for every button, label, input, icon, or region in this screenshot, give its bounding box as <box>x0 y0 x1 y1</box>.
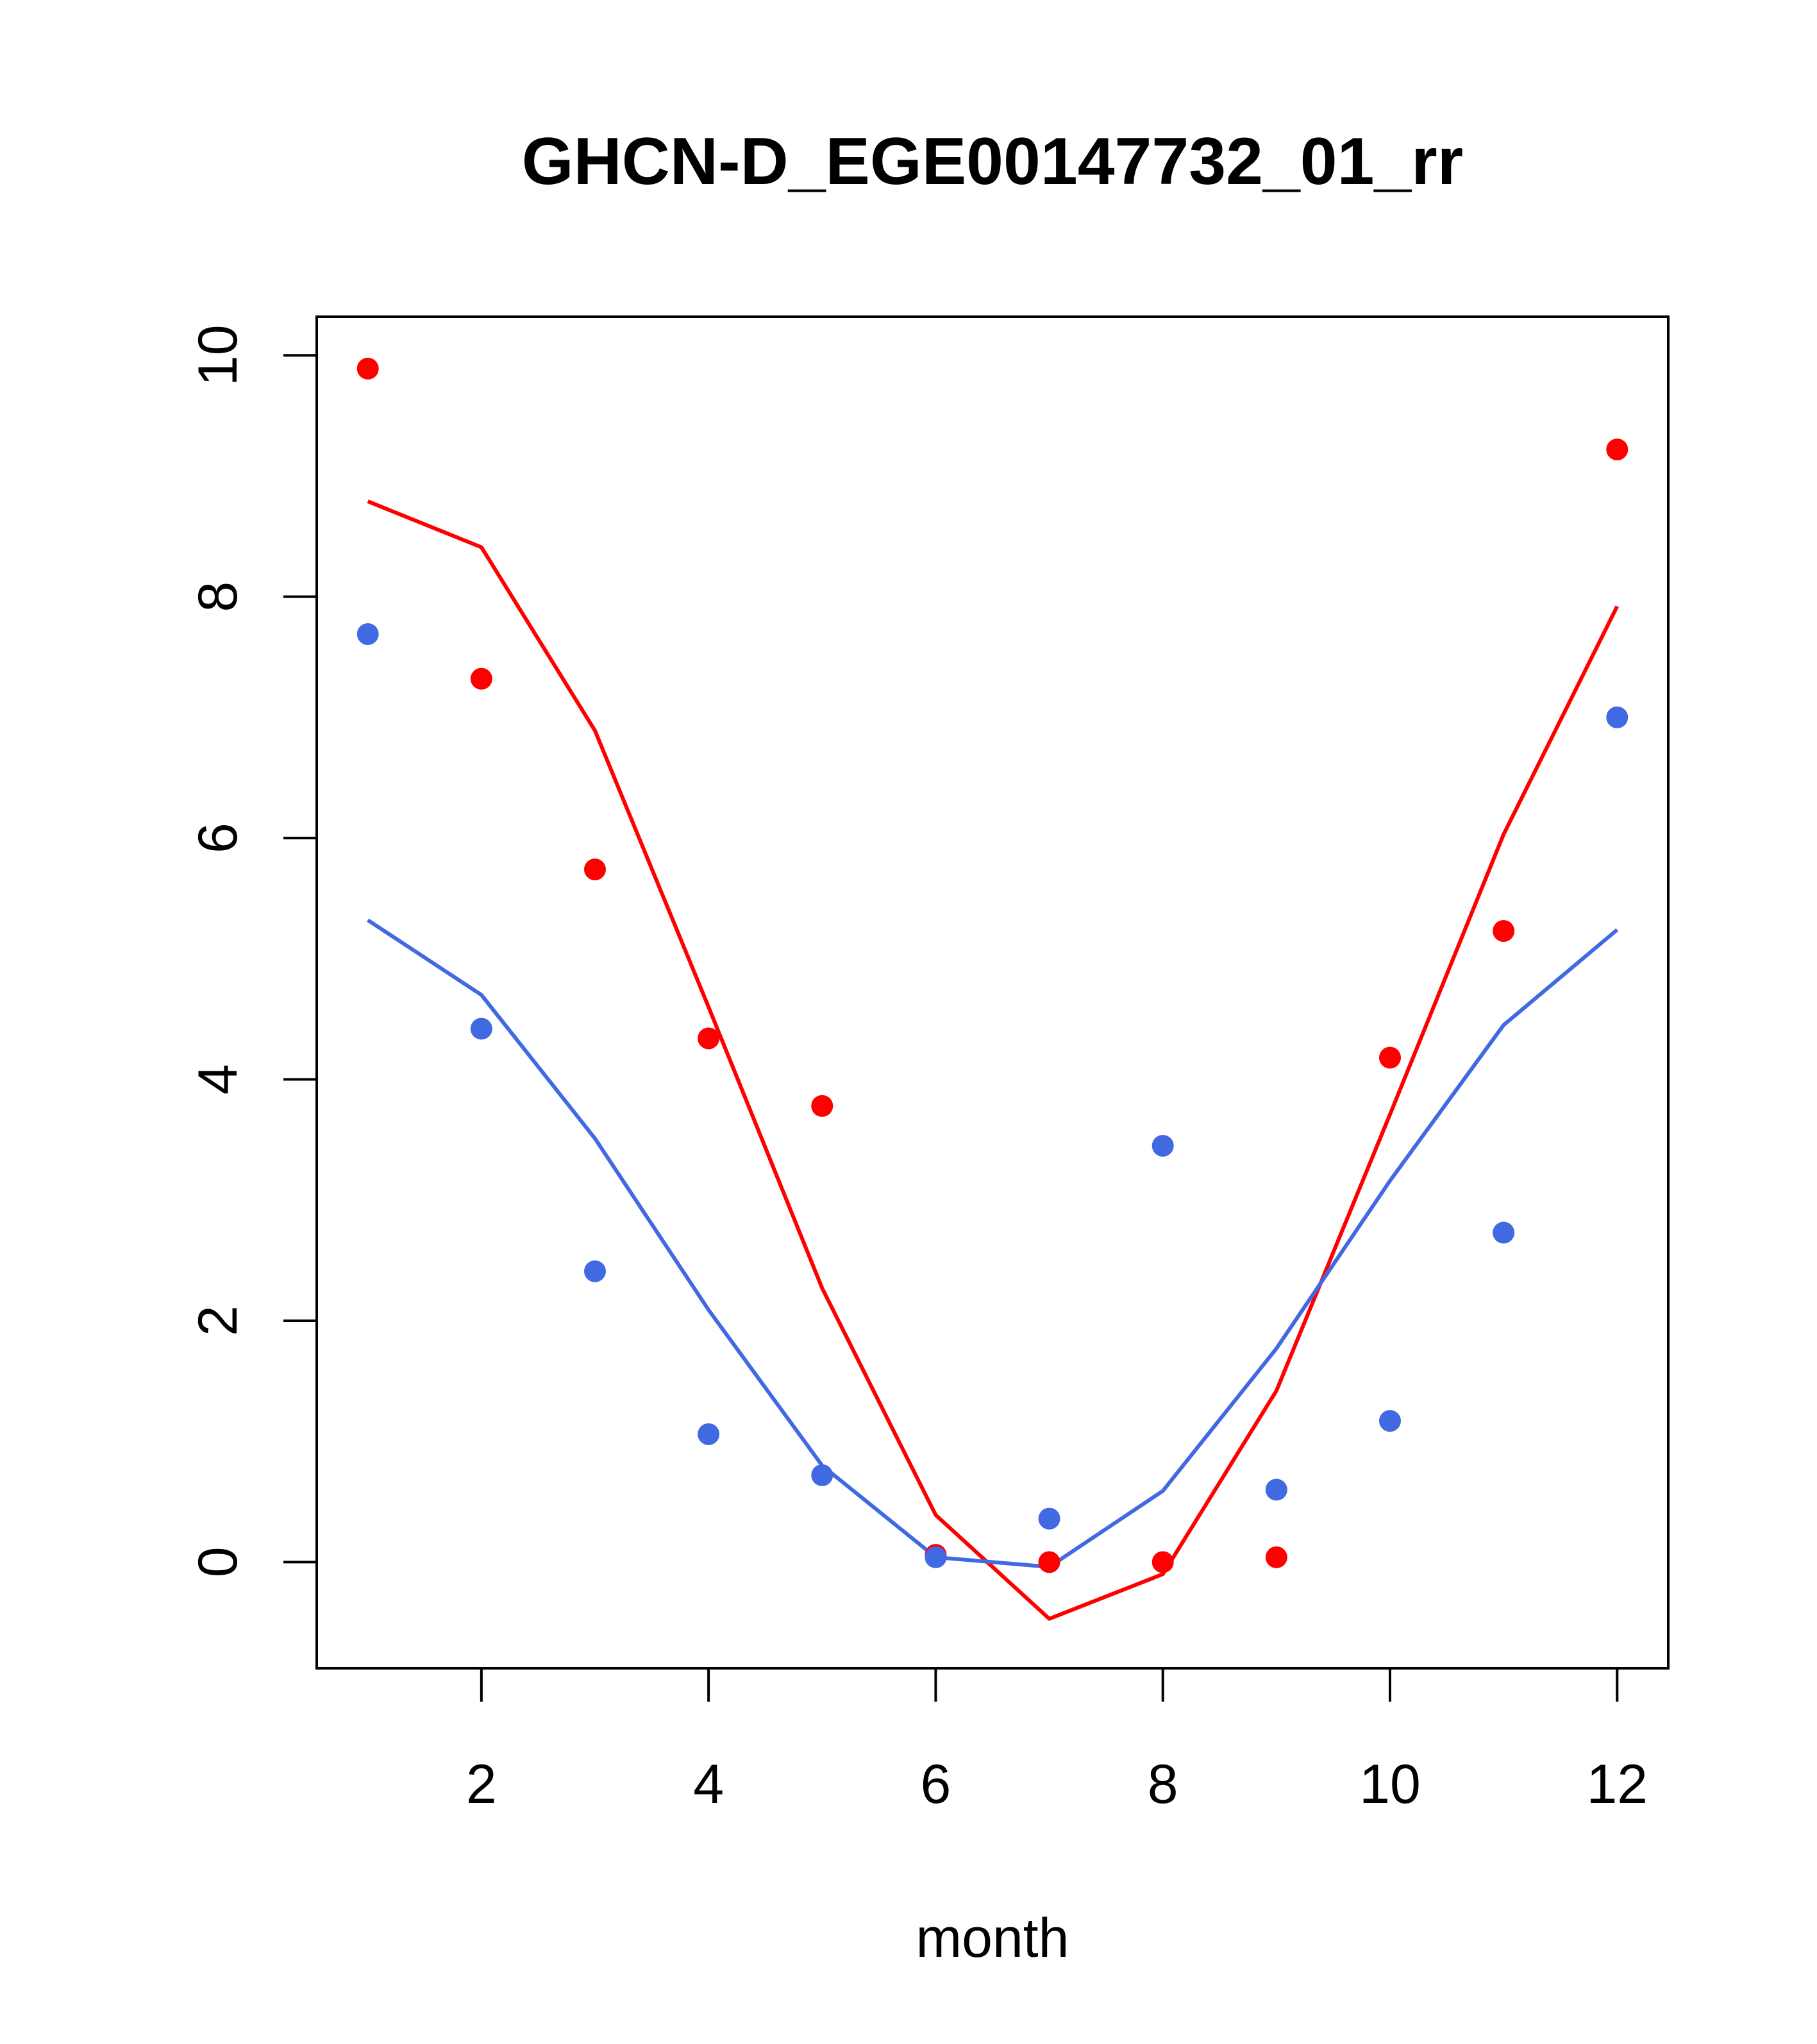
series-2-point <box>1379 1410 1401 1432</box>
y-tick-label: 6 <box>187 823 249 853</box>
series-2-point <box>356 623 379 646</box>
series-2-point <box>1038 1507 1060 1530</box>
series-1-point <box>698 1027 720 1050</box>
series-1-point <box>584 859 606 881</box>
series-1-point <box>1606 439 1629 461</box>
y-tick-label: 4 <box>187 1064 249 1095</box>
x-axis: 2 4 6 8 10 12 <box>466 1667 1648 1815</box>
series-1-point <box>1493 920 1515 942</box>
plot-frame <box>315 315 1670 1670</box>
series-1-point <box>356 357 379 380</box>
y-tick-label: 10 <box>187 324 249 386</box>
x-axis-label: month <box>916 1907 1069 1969</box>
series-2-point <box>1606 706 1629 728</box>
series-1-point <box>1151 1551 1174 1573</box>
x-tick-label: 10 <box>1359 1754 1421 1815</box>
series-2-point <box>1265 1479 1287 1501</box>
series-line-2 <box>367 918 1619 1569</box>
series-line-1 <box>367 499 1619 1621</box>
series-1-point <box>470 667 492 690</box>
x-tick-label: 8 <box>1148 1754 1178 1815</box>
chart-title: GHCN-D_EGE00147732_01_rr <box>522 124 1463 199</box>
series-2-point <box>811 1464 833 1486</box>
series-1-point <box>1265 1546 1287 1568</box>
series-1-point <box>1038 1551 1060 1573</box>
y-tick-label: 8 <box>187 582 249 612</box>
series-layer <box>356 357 1629 1621</box>
series-2-point <box>470 1018 492 1040</box>
y-tick-label: 2 <box>187 1305 249 1336</box>
series-2-point <box>1493 1221 1515 1244</box>
series-1-point <box>811 1094 833 1117</box>
series-2-point <box>925 1546 947 1568</box>
series-2-point <box>584 1260 606 1282</box>
x-tick-label: 2 <box>466 1754 497 1815</box>
x-tick-label: 6 <box>921 1754 951 1815</box>
y-tick-label: 0 <box>187 1546 249 1577</box>
series-1-point <box>1379 1046 1401 1069</box>
series-2-point <box>698 1423 720 1445</box>
series-2-point <box>1151 1135 1174 1157</box>
y-axis: 0 2 4 6 8 10 <box>187 324 318 1577</box>
x-tick-label: 4 <box>693 1754 724 1815</box>
x-tick-label: 12 <box>1586 1754 1648 1815</box>
